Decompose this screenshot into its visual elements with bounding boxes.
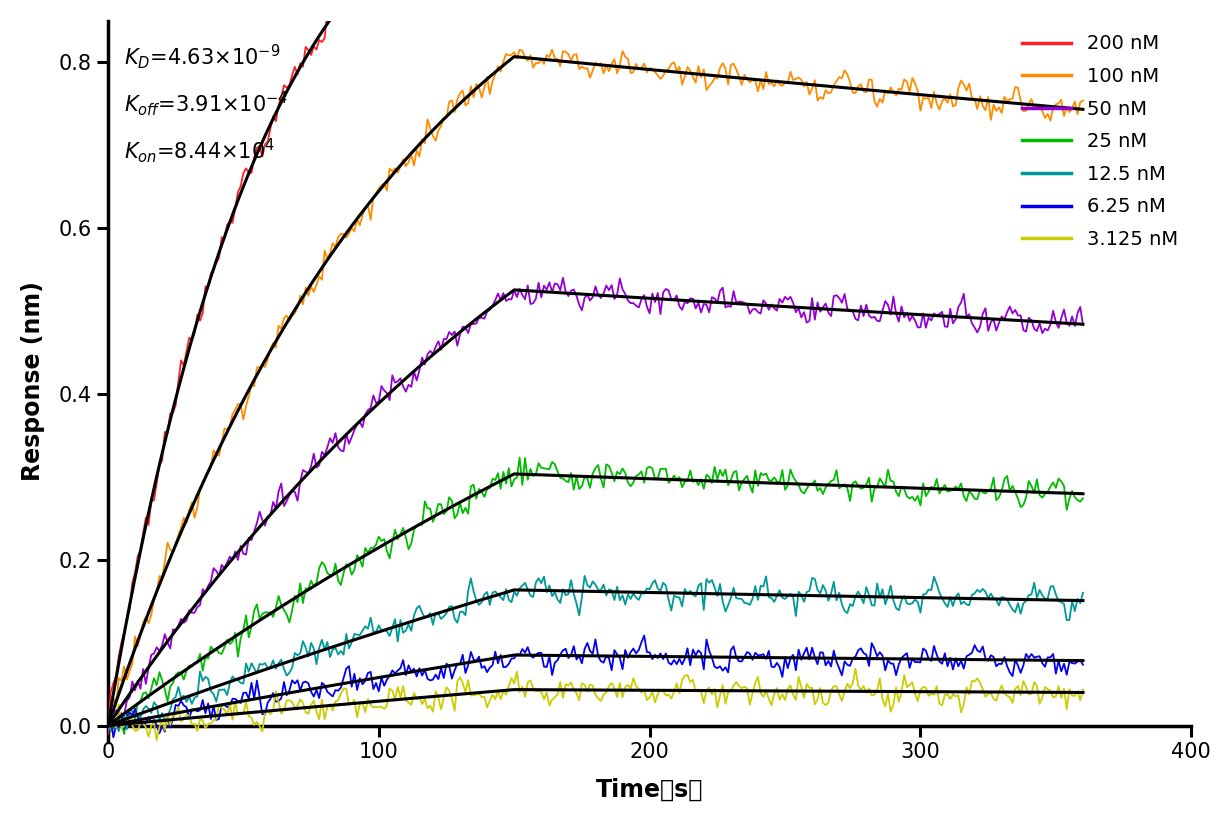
Legend: 200 nM, 100 nM, 50 nM, 25 nM, 12.5 nM, 6.25 nM, 3.125 nM: 200 nM, 100 nM, 50 nM, 25 nM, 12.5 nM, 6…	[1015, 26, 1185, 257]
Y-axis label: Response (nm): Response (nm)	[21, 281, 44, 482]
Text: $K_D$=4.63×10$^{-9}$
$K_{off}$=3.91×10$^{-4}$
$K_{on}$=8.44×10$^{4}$: $K_D$=4.63×10$^{-9}$ $K_{off}$=3.91×10$^…	[124, 42, 288, 165]
X-axis label: Time（s）: Time（s）	[596, 778, 703, 802]
